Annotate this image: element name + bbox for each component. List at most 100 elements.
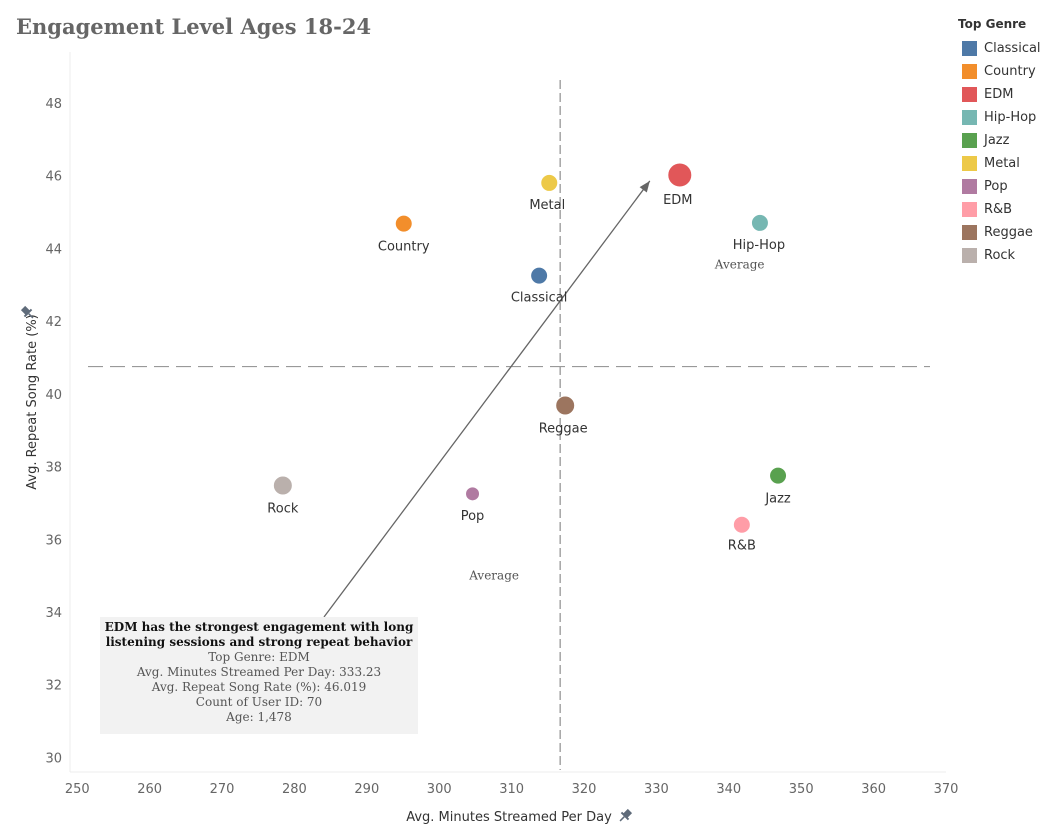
legend-item[interactable]: Classical: [958, 37, 1041, 60]
x-tick-label: 290: [354, 782, 379, 797]
point-jazz[interactable]: [769, 466, 788, 485]
point-pop[interactable]: [465, 486, 481, 502]
x-axis-title: Avg. Minutes Streamed Per Day: [406, 810, 612, 825]
point-metal[interactable]: [540, 173, 559, 192]
annotation-line-age: Age: 1,478: [226, 710, 292, 724]
y-tick-labels: 30 32 34 36 38 40 42 44 46 48: [45, 97, 62, 767]
point-label: Country: [378, 240, 430, 255]
x-tick-label: 360: [861, 782, 886, 797]
annotation-arrow-layer: [323, 180, 651, 618]
x-axis-title-group: Avg. Minutes Streamed Per Day: [406, 808, 633, 825]
x-tick-label: 310: [499, 782, 524, 797]
x-tick-label: 250: [65, 782, 90, 797]
annotation-line-minutes: Avg. Minutes Streamed Per Day: 333.23: [136, 665, 382, 679]
legend-label: R&B: [984, 202, 1013, 217]
y-tick-label: 46: [45, 170, 62, 185]
point-hip-hop[interactable]: [750, 213, 769, 232]
legend-items: Classical Country EDM Hip-Hop Jazz Metal Pop R&…: [958, 37, 1041, 267]
x-average-label: Average: [468, 568, 519, 582]
x-tick-label: 280: [282, 782, 307, 797]
point-label: Rock: [267, 501, 299, 516]
x-tick-label: 370: [934, 782, 959, 797]
x-tick-label: 340: [716, 782, 741, 797]
legend-swatch: [962, 133, 977, 148]
annotation-arrowhead: [639, 180, 650, 193]
point-label: Hip-Hop: [733, 238, 785, 253]
point-country[interactable]: [394, 214, 413, 233]
legend-label: Rock: [984, 248, 1016, 263]
pin-icon[interactable]: [617, 808, 634, 825]
annotation-line-genre: Top Genre: EDM: [208, 650, 310, 664]
y-tick-label: 30: [45, 751, 62, 766]
point-label: Reggae: [539, 421, 588, 436]
y-tick-label: 38: [45, 461, 62, 476]
annotation-line-count: Count of User ID: 70: [195, 695, 323, 709]
legend-label: Metal: [984, 156, 1020, 171]
x-tick-label: 270: [210, 782, 235, 797]
legend-item[interactable]: R&B: [958, 198, 1041, 221]
y-tick-label: 44: [45, 242, 62, 257]
legend-label: Pop: [984, 179, 1008, 194]
legend-swatch: [962, 225, 977, 240]
chart-title: Engagement Level Ages 18-24: [16, 14, 372, 39]
point-label: R&B: [728, 539, 756, 554]
point-reggae[interactable]: [555, 395, 576, 416]
y-tick-label: 48: [45, 97, 62, 112]
point-label: EDM: [663, 193, 692, 208]
legend-swatch: [962, 156, 977, 171]
point-edm[interactable]: [667, 162, 693, 188]
legend-swatch: [962, 179, 977, 194]
y-average-label: Average: [714, 257, 765, 271]
x-tick-label: 300: [427, 782, 452, 797]
pin-icon[interactable]: [20, 305, 37, 322]
annotation-box: EDM has the strongest engagement with lo…: [100, 617, 418, 734]
plot-frame: [69, 52, 946, 773]
y-tick-label: 36: [45, 533, 62, 548]
y-tick-label: 32: [45, 679, 62, 694]
legend-item[interactable]: Pop: [958, 175, 1041, 198]
legend-item[interactable]: Jazz: [958, 129, 1041, 152]
legend-label: Reggae: [984, 225, 1033, 240]
legend-swatch: [962, 41, 977, 56]
x-tick-label: 260: [137, 782, 162, 797]
x-tick-label: 320: [572, 782, 597, 797]
legend-swatch: [962, 87, 977, 102]
point-label: Jazz: [764, 492, 791, 507]
legend: Top Genre Classical Country EDM Hip-Hop Jazz…: [958, 17, 1041, 267]
legend-item[interactable]: Country: [958, 60, 1041, 83]
point-r-b[interactable]: [732, 515, 751, 534]
legend-label: Classical: [984, 41, 1041, 56]
y-tick-label: 40: [45, 388, 62, 403]
data-points: [272, 162, 788, 534]
x-tick-label: 350: [789, 782, 814, 797]
reference-lines: Average Average: [88, 80, 930, 770]
annotation-headline-1: EDM has the strongest engagement with lo…: [104, 620, 414, 634]
annotation-headline-2: listening sessions and strong repeat beh…: [105, 635, 413, 649]
point-classical[interactable]: [530, 266, 549, 285]
point-label: Classical: [511, 291, 568, 306]
point-rock[interactable]: [272, 475, 293, 496]
legend-item[interactable]: Reggae: [958, 221, 1041, 244]
legend-swatch: [962, 64, 977, 79]
y-tick-label: 34: [45, 606, 62, 621]
legend-swatch: [962, 110, 977, 125]
y-axis-title: Avg. Repeat Song Rate (%): [25, 314, 40, 490]
legend-swatch: [962, 202, 977, 217]
x-tick-labels: 250 260 270 280 290 300 310 320 330 340 350 360 370: [65, 782, 959, 797]
legend-label: EDM: [984, 87, 1014, 102]
annotation-line-repeat: Avg. Repeat Song Rate (%): 46.019: [151, 680, 367, 694]
point-label: Metal: [529, 198, 565, 213]
legend-label: Country: [984, 64, 1036, 79]
y-tick-label: 42: [45, 315, 62, 330]
legend-item[interactable]: Rock: [958, 244, 1041, 267]
legend-item[interactable]: EDM: [958, 83, 1041, 106]
legend-label: Jazz: [984, 133, 1010, 148]
annotation-arrow: [323, 180, 651, 618]
y-axis-title-group: Avg. Repeat Song Rate (%): [20, 305, 40, 490]
x-tick-label: 330: [644, 782, 669, 797]
legend-item[interactable]: Hip-Hop: [958, 106, 1041, 129]
legend-label: Hip-Hop: [984, 110, 1037, 125]
data-point-labels: Classical Country EDM Hip-Hop Jazz Metal Pop R&…: [267, 193, 791, 554]
legend-item[interactable]: Metal: [958, 152, 1041, 175]
